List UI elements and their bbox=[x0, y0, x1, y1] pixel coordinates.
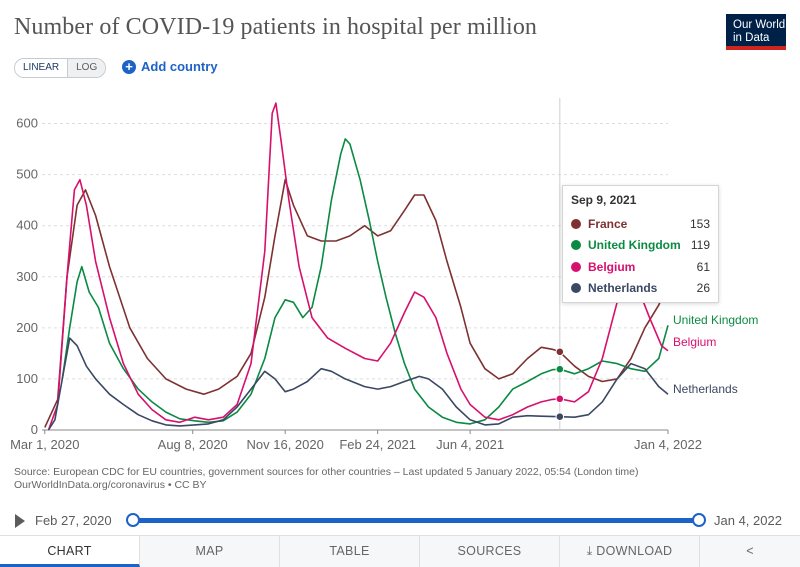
tooltip-dot bbox=[571, 261, 581, 272]
tooltip-dot bbox=[571, 218, 581, 229]
tooltip-row-belgium: Belgium 61 bbox=[571, 256, 710, 278]
timeline: Feb 27, 2020 Jan 4, 2022 bbox=[0, 509, 800, 533]
source-note: Source: European CDC for EU countries, g… bbox=[14, 466, 639, 492]
scale-toggle[interactable]: LINEAR LOG bbox=[14, 58, 107, 78]
tooltip-series-name: Netherlands bbox=[588, 281, 658, 296]
tooltip-value: 153 bbox=[689, 216, 710, 231]
y-tick-label: 600 bbox=[16, 116, 38, 131]
y-tick-label: 200 bbox=[16, 320, 38, 335]
log-scale-button[interactable]: LOG bbox=[68, 59, 106, 77]
y-tick-label: 400 bbox=[16, 218, 38, 233]
hover-marker bbox=[555, 364, 565, 374]
end-label-united-kingdom: United Kingdom bbox=[673, 313, 758, 327]
series-line-belgium bbox=[47, 102, 669, 431]
tab-download-label: DOWNLOAD bbox=[596, 544, 673, 558]
line-chart[interactable]: 0 100 200 300 400 500 600 Mar 1, 2020 Aug 8, 202… bbox=[0, 88, 800, 458]
source-line-1: Source: European CDC for EU countries, g… bbox=[14, 466, 639, 478]
download-icon: ⤓ bbox=[586, 544, 593, 558]
tab-sources[interactable]: SOURCES bbox=[420, 536, 560, 567]
tooltip-dot bbox=[571, 283, 581, 294]
end-label-netherlands: Netherlands bbox=[673, 382, 738, 396]
hover-marker bbox=[555, 347, 565, 357]
tooltip-value: 26 bbox=[696, 281, 710, 296]
timeline-start-handle[interactable] bbox=[126, 513, 140, 527]
tooltip-row-netherlands: Netherlands 26 bbox=[571, 278, 710, 300]
x-tick-label: Nov 16, 2020 bbox=[247, 437, 324, 452]
linear-scale-button[interactable]: LINEAR bbox=[15, 59, 69, 77]
x-tick-label: Jan 4, 2022 bbox=[634, 437, 702, 452]
timeline-start-label: Feb 27, 2020 bbox=[35, 513, 112, 528]
tab-chart[interactable]: CHART bbox=[0, 536, 140, 567]
tab-map[interactable]: MAP bbox=[140, 536, 280, 567]
tab-table[interactable]: TABLE bbox=[280, 536, 420, 567]
y-tick-label: 300 bbox=[16, 269, 38, 284]
hover-marker bbox=[555, 394, 565, 404]
chart-title: Number of COVID-19 patients in hospital … bbox=[14, 14, 538, 40]
series-line-netherlands bbox=[47, 337, 669, 431]
logo-line-2: in Data bbox=[733, 32, 770, 44]
owid-logo[interactable]: Our World in Data bbox=[726, 14, 786, 50]
share-icon: < bbox=[746, 544, 754, 558]
tooltip-series-name: United Kingdom bbox=[588, 238, 681, 253]
timeline-end-handle[interactable] bbox=[692, 513, 706, 527]
y-tick-label: 500 bbox=[16, 167, 38, 182]
source-line-2[interactable]: OurWorldInData.org/coronavirus • CC BY bbox=[14, 479, 207, 491]
tooltip-dot bbox=[571, 240, 581, 251]
share-button[interactable]: < bbox=[700, 536, 800, 567]
timeline-end-label: Jan 4, 2022 bbox=[714, 513, 782, 528]
timeline-track[interactable] bbox=[132, 518, 700, 523]
plus-circle-icon: + bbox=[122, 59, 136, 74]
tooltip-series-name: Belgium bbox=[588, 259, 636, 274]
logo-line-1: Our World bbox=[733, 19, 786, 31]
play-icon[interactable] bbox=[15, 514, 25, 528]
end-label-belgium: Belgium bbox=[673, 335, 716, 349]
x-tick-label: Jun 4, 2021 bbox=[436, 437, 504, 452]
tooltip-date: Sep 9, 2021 bbox=[571, 193, 637, 207]
hover-marker bbox=[555, 412, 565, 422]
add-country-button[interactable]: + Add country bbox=[122, 59, 218, 74]
tooltip-series-name: France bbox=[588, 216, 628, 231]
hover-tooltip: Sep 9, 2021 France 153 United Kingdom 11… bbox=[562, 185, 719, 303]
y-tick-label: 0 bbox=[31, 422, 38, 437]
tooltip-row-uk: United Kingdom 119 bbox=[571, 235, 710, 257]
tab-download[interactable]: ⤓ DOWNLOAD bbox=[560, 536, 700, 567]
x-tick-label: Aug 8, 2020 bbox=[158, 437, 228, 452]
x-tick-label: Feb 24, 2021 bbox=[339, 437, 416, 452]
series-line-united-kingdom bbox=[61, 138, 669, 425]
footer-tabs: CHART MAP TABLE SOURCES ⤓ DOWNLOAD < bbox=[0, 535, 800, 567]
add-country-label: Add country bbox=[141, 59, 218, 74]
x-tick-label: Mar 1, 2020 bbox=[10, 437, 79, 452]
tooltip-row-france: France 153 bbox=[571, 213, 710, 235]
y-tick-label: 100 bbox=[16, 371, 38, 386]
tooltip-value: 119 bbox=[690, 238, 710, 253]
tooltip-value: 61 bbox=[696, 259, 710, 274]
